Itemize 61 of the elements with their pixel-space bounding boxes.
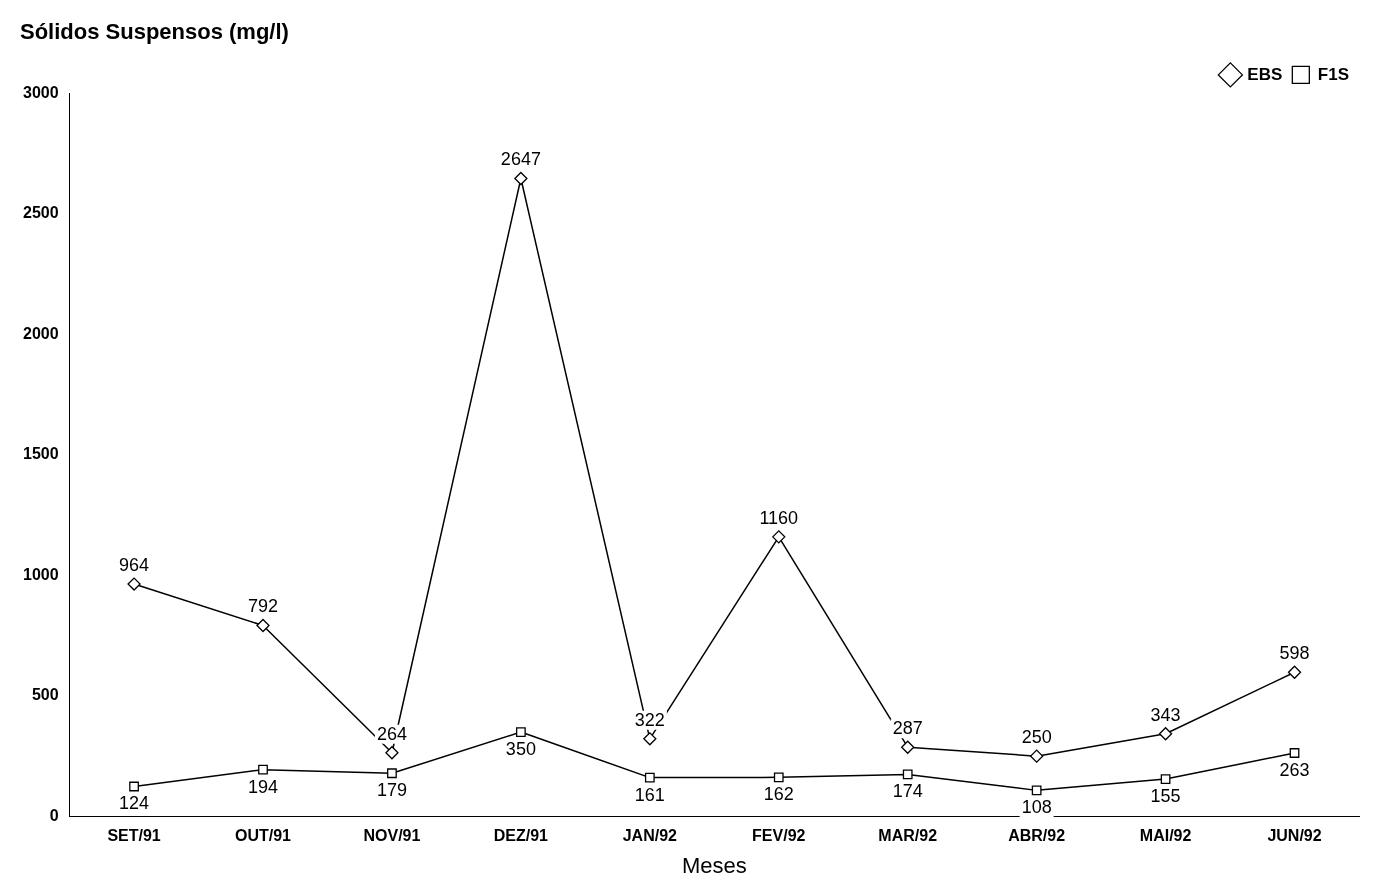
data-label: 162 <box>763 784 794 805</box>
point <box>258 764 268 775</box>
data-label: 322 <box>634 709 665 730</box>
x-tick-label: OUT/91 <box>235 827 292 845</box>
data-label: 108 <box>1021 797 1052 818</box>
point <box>1160 774 1171 784</box>
point <box>514 171 528 186</box>
data-label: 155 <box>1150 786 1181 807</box>
point <box>515 727 526 737</box>
data-label: 194 <box>247 776 279 797</box>
data-label: 287 <box>892 718 923 739</box>
x-tick-label: NOV/91 <box>363 827 421 845</box>
data-label: 124 <box>119 793 150 814</box>
data-label: 2647 <box>500 149 541 170</box>
x-tick-label: JUN/92 <box>1267 827 1322 845</box>
x-tick-label: JAN/92 <box>622 827 678 845</box>
point <box>1158 727 1173 741</box>
y-tick-label: 2500 <box>23 204 59 222</box>
y-tick-label: 0 <box>49 806 59 824</box>
point <box>901 740 915 754</box>
x-tick-label: SET/91 <box>107 827 161 845</box>
x-tick-label: FEV/92 <box>752 827 806 845</box>
x-tick-label: ABR/92 <box>1008 827 1066 845</box>
point <box>1030 749 1044 763</box>
data-label: 161 <box>634 784 665 805</box>
point <box>385 746 399 760</box>
data-label: 250 <box>1021 727 1052 748</box>
x-tick-label: DEZ/91 <box>493 827 549 845</box>
y-tick-label: 2000 <box>23 324 59 342</box>
x-tick-label: MAI/92 <box>1139 827 1192 845</box>
point <box>1287 665 1302 679</box>
data-label: 263 <box>1279 759 1310 780</box>
data-label: 264 <box>376 723 407 744</box>
y-tick-label: 500 <box>31 686 59 704</box>
data-label: 1160 <box>759 507 799 528</box>
point <box>643 732 657 746</box>
y-tick-label: 1500 <box>23 445 59 463</box>
point <box>256 618 270 633</box>
point <box>644 772 655 783</box>
data-label: 792 <box>247 596 279 617</box>
legend-label: F1S <box>1317 64 1350 84</box>
point <box>127 577 141 591</box>
point <box>773 772 784 783</box>
data-label: 964 <box>119 555 150 576</box>
point <box>387 768 397 779</box>
x-tick-label: MAR/92 <box>878 827 938 845</box>
data-label: 350 <box>505 739 536 760</box>
data-label: 343 <box>1150 704 1181 725</box>
chart-title: Sólidos Suspensos (mg/l) <box>20 19 289 45</box>
y-tick-label: 1000 <box>23 565 59 583</box>
point <box>129 781 139 792</box>
data-label: 174 <box>892 781 923 802</box>
point <box>772 530 786 544</box>
x-axis-title: Meses <box>681 852 747 878</box>
point <box>1289 748 1300 758</box>
data-label: 179 <box>376 780 407 801</box>
y-tick-label: 3000 <box>23 83 59 101</box>
point <box>902 769 913 780</box>
data-label: 598 <box>1279 643 1310 664</box>
legend-label: EBS <box>1247 64 1283 84</box>
point <box>1031 785 1042 796</box>
